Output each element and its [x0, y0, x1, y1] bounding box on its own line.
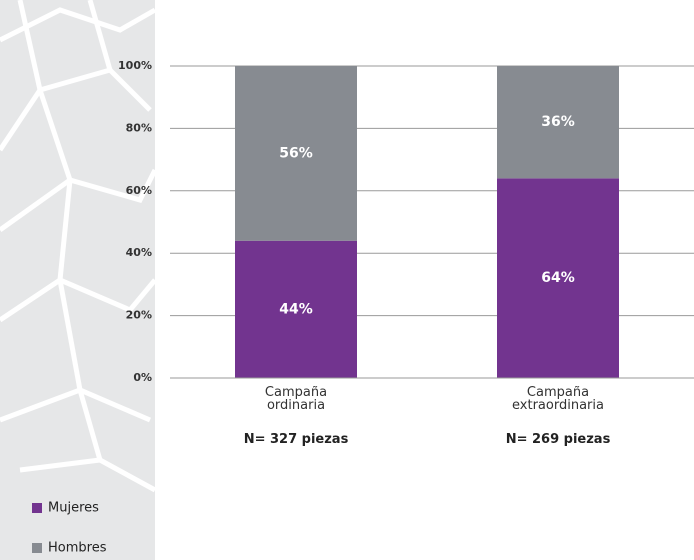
annotation: N= 327 piezas	[216, 432, 376, 447]
value-label: 36%	[541, 114, 575, 130]
legend-label: Mujeres	[48, 501, 99, 516]
y-tick-label: 100%	[118, 59, 152, 72]
value-label: 44%	[279, 301, 313, 317]
legend-label: Hombres	[48, 541, 107, 556]
y-tick-label: 60%	[126, 184, 152, 197]
y-tick-label: 0%	[133, 371, 152, 384]
annotation: N= 269 piezas	[478, 432, 638, 447]
y-tick-label: 20%	[126, 309, 152, 322]
category-label: Campaña extraordinaria	[510, 386, 606, 412]
chart: 0% 20% 40% 60% 80% 100% 44% 56% 64% 36% Mujeres Hom…	[0, 0, 694, 560]
legend-swatch	[32, 503, 42, 513]
value-label: 64%	[541, 270, 575, 286]
page: 0% 20% 40% 60% 80% 100% 44% 56% 64% 36% Mujeres Hom…	[0, 0, 694, 560]
y-tick-label: 40%	[126, 246, 152, 259]
category-label: Campaña ordinaria	[248, 386, 344, 412]
legend-swatch	[32, 543, 42, 553]
decor-strip	[0, 0, 155, 560]
value-label: 56%	[279, 145, 313, 161]
y-tick-label: 80%	[126, 121, 152, 134]
